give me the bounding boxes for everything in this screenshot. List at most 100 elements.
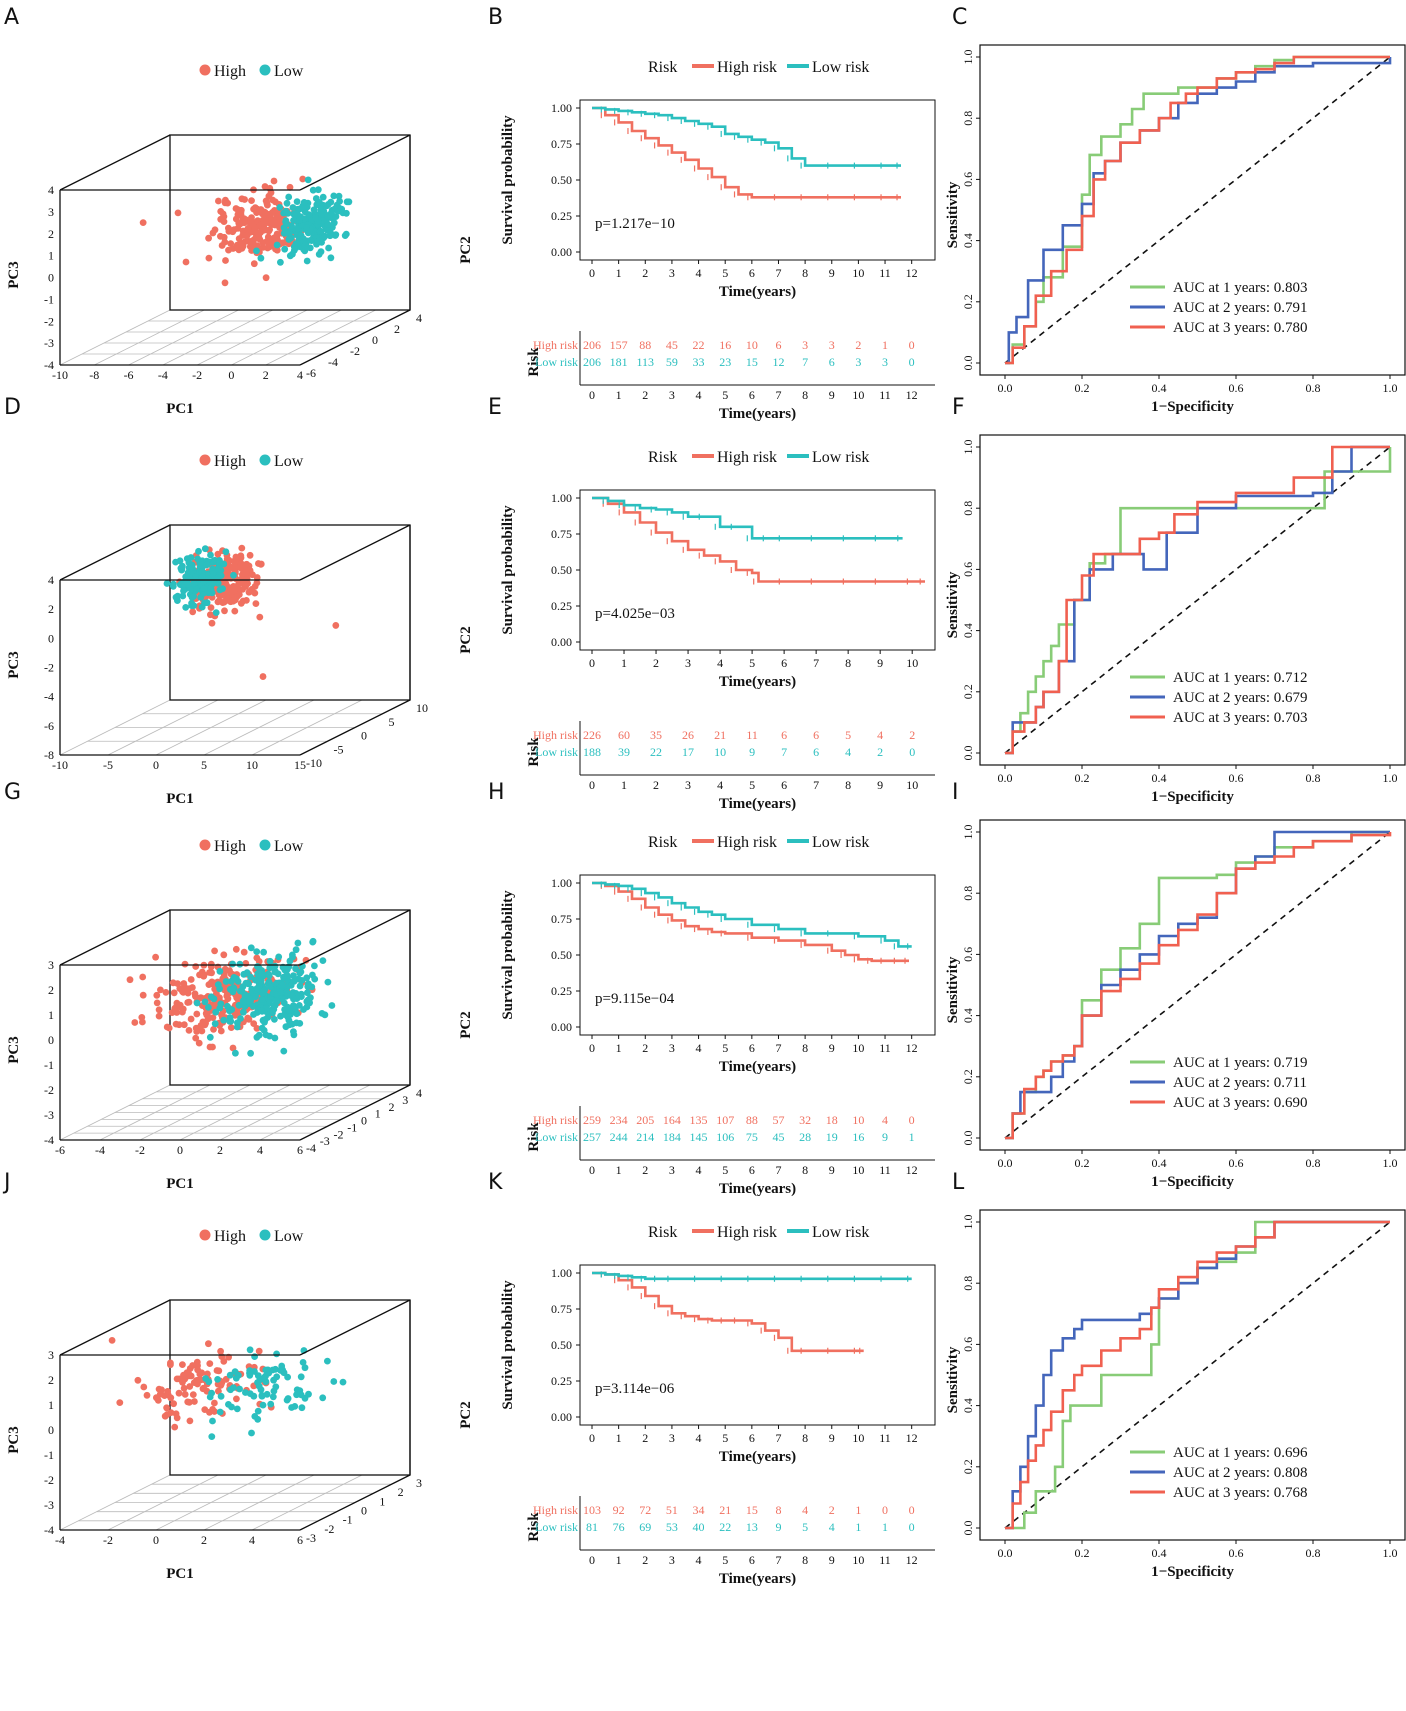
roc-legend-label: AUC at 3 years: 0.768 [1173, 1485, 1308, 1501]
pca-point-high [162, 989, 170, 996]
risk-x-tick-label: 8 [845, 778, 851, 792]
pca-point-high [242, 577, 250, 585]
pca-point-high [181, 987, 188, 995]
pca-point-high [240, 219, 248, 227]
z-tick-label: 4 [48, 183, 54, 197]
risk-count: 205 [636, 1113, 654, 1127]
roc-curve-3-year [1005, 832, 1392, 1140]
pca-point-low [284, 973, 291, 981]
box-edge [299, 1474, 411, 1531]
pca-point-high [217, 1027, 225, 1035]
pca-point-high [231, 559, 239, 566]
pca-point-high [199, 1385, 207, 1393]
x-tick-label: 0.4 [1152, 1546, 1167, 1560]
pca-point-low [195, 547, 202, 555]
pca-point-high [155, 1012, 163, 1020]
pca-point-high [221, 279, 229, 287]
y-tick-label: 0.50 [551, 948, 572, 962]
pca-point-low [288, 1404, 295, 1411]
risk-count: 21 [714, 728, 726, 742]
x-tick-label: 12 [906, 1041, 918, 1055]
pca-point-low [289, 951, 296, 959]
pca-point-high [192, 963, 200, 970]
y-tick-label: 0.8 [961, 501, 975, 516]
legend-label-high-risk: High risk [717, 1224, 777, 1241]
legend-title: Risk [648, 1224, 677, 1241]
risk-count: 32 [799, 1113, 811, 1127]
x-tick-label: 2 [653, 656, 659, 670]
floor-grid-line [162, 309, 274, 366]
pca-point-low [252, 993, 259, 1001]
risk-count: 106 [716, 1130, 734, 1144]
pca-point-high [131, 1019, 139, 1026]
risk-x-tick-label: 9 [877, 778, 883, 792]
legend-marker-low [259, 454, 271, 466]
y-tick-label: 0.25 [551, 984, 572, 998]
risk-count: 15 [746, 1503, 758, 1517]
z-tick-label: -3 [44, 1498, 54, 1512]
km-curve-high-risk [592, 881, 909, 963]
pca-point-low [262, 1378, 270, 1386]
y-tick-label: 0.00 [551, 245, 572, 259]
box-edge [299, 909, 411, 966]
pca-point-low [257, 977, 265, 985]
y-tick-label: 0.8 [961, 111, 975, 126]
x-tick-label: 0.8 [1306, 1156, 1321, 1170]
risk-x-tick-label: 6 [749, 388, 755, 402]
pca-legend: High Low [199, 63, 304, 80]
pca-point-low [220, 1016, 228, 1024]
pca-point-low [260, 987, 268, 995]
pca-point-low [257, 1386, 265, 1394]
risk-count: 4 [877, 728, 883, 742]
pca-point-low [307, 236, 315, 244]
pca-point-low [228, 1006, 236, 1013]
x-tick-label: 3 [669, 1041, 675, 1055]
pca-point-high [139, 219, 147, 227]
legend-label-high: High [214, 838, 246, 855]
y-tick-label: 1 [379, 1494, 385, 1508]
x-tick-label: 2 [642, 266, 648, 280]
pca-point-low [298, 1404, 306, 1412]
risk-x-tick-label: 9 [829, 1553, 835, 1567]
risk-x-tick-label: 7 [775, 1163, 781, 1177]
pca-point-low [311, 962, 318, 970]
risk-x-tick-label: 7 [775, 1553, 781, 1567]
y-tick-label: -6 [306, 366, 316, 380]
pca-point-high [231, 586, 239, 593]
z-tick-label: 3 [48, 1348, 54, 1362]
risk-count: 45 [772, 1130, 784, 1144]
pca-point-low [267, 1400, 275, 1408]
pca-point-high [207, 611, 214, 619]
pca-point-high [180, 1371, 187, 1379]
pca-point-low [273, 1350, 280, 1358]
pca-point-low [275, 953, 283, 961]
pca-point-high [195, 1039, 203, 1047]
pca-panel-j: High Low-4 -2 0 2 4 6 -3-2-10123-4-3-2-10123PC1… [6, 1228, 474, 1582]
x-tick-label: 5 [201, 758, 207, 772]
panel-letter-g: G [4, 780, 21, 805]
y-tick-label: 2 [389, 1100, 395, 1114]
x-axis-title: PC1 [166, 791, 194, 807]
pca-point-high [180, 980, 188, 987]
y-tick-label: 4 [416, 1086, 422, 1100]
x-tick-label: 0 [589, 1431, 595, 1445]
x-tick-label: 0 [177, 1143, 183, 1157]
pca-point-high [211, 947, 219, 955]
pca-point-low [251, 1353, 258, 1360]
pca-point-high [231, 607, 239, 615]
roc-panel-f: 0.0 0.0 0.2 0.2 0.4 0.4 0.6 0.6 0.8 0.8 1.0 1.0 1−Sp… [945, 434, 1406, 805]
z-axis-title: PC3 [6, 651, 22, 679]
pca-point-low [187, 554, 195, 561]
legend-label-low: Low [274, 1228, 304, 1245]
pca-point-low [198, 573, 206, 581]
y-axis-title: Survival probability [500, 1280, 516, 1410]
z-tick-label: -2 [44, 314, 54, 328]
z-tick-label: 2 [48, 602, 54, 616]
pca-point-low [237, 987, 244, 995]
risk-count: 206 [583, 338, 601, 352]
pca-point-low [258, 1007, 265, 1015]
pca-point-low [271, 967, 279, 975]
x-tick-label: 2 [642, 1431, 648, 1445]
risk-x-tick-label: 5 [722, 1163, 728, 1177]
pca-point-high [224, 199, 232, 207]
